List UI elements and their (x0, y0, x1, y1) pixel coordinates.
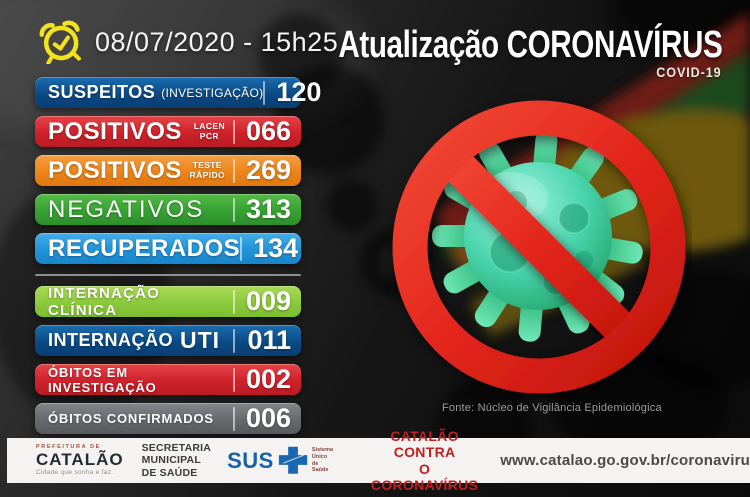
value-divider (233, 367, 235, 392)
stat-sublabel-line: RÁPIDO (189, 169, 225, 180)
alarm-clock-icon (39, 20, 81, 64)
campaign-line: O CORONAVÍRUS (370, 460, 479, 493)
stats-panel: SUSPEITOS (INVESTIGAÇÃO) 120 POSITIVOS L… (35, 77, 321, 434)
subtitle-covid19: COVID-19 (656, 64, 722, 80)
sus-tagline-line: Sistema (311, 446, 334, 453)
stat-value: 066 (245, 116, 291, 146)
footer-bar: PREFEITURA DE CATALÃO Cidade que sonha e… (7, 428, 750, 493)
stat-label: POSITIVOS (48, 156, 182, 184)
value-divider (263, 80, 266, 105)
stat-bar-obitos-investigacao: ÓBITOS EM INVESTIGAÇÃO 002 (35, 364, 301, 395)
page-title: Atualização CORONAVÍRUS (337, 24, 722, 66)
stat-bar-internacao-clinica: INTERNAÇÃO CLÍNICA 009 (35, 284, 301, 319)
stat-value: 009 (245, 286, 291, 316)
stat-label: INTERNAÇÃO (48, 330, 173, 350)
stat-sublabel-line: TESTE (192, 159, 222, 170)
stat-bar-recuperados: RECUPERADOS 134 (35, 233, 301, 264)
value-divider (233, 289, 235, 314)
sus-cross-icon (278, 446, 308, 474)
prefeitura-tagline: Cidade que sonha e faz. (36, 469, 114, 476)
website-url: www.catalao.go.gov.br/coronavirus (500, 452, 750, 469)
stat-sublabel: (INVESTIGAÇÃO) (161, 85, 264, 100)
sus-logo: SUS Sistema Único de Saúde (227, 445, 335, 476)
stat-label-uti: UTI (180, 327, 221, 353)
secretaria-block: SECRETARIA MUNICIPAL DE SAÚDE (142, 442, 211, 480)
sus-tagline-line: Único (311, 453, 328, 460)
campaign-line: CATALÃO CONTRA (390, 428, 459, 461)
stat-label: RECUPERADOS (48, 234, 241, 262)
source-note: Fonte: Núcleo de Vigilância Epidemiológi… (442, 402, 662, 414)
stat-label: ÓBITOS CONFIRMADOS (48, 411, 214, 426)
prefeitura-small-label: PREFEITURA DE (36, 443, 101, 450)
stat-bar-obitos-confirmados: ÓBITOS CONFIRMADOS 006 (35, 403, 301, 434)
stat-label: NEGATIVOS (48, 195, 205, 223)
campaign-slogan: CATALÃO CONTRA O CORONAVÍRUS (371, 428, 478, 492)
secretaria-line: DE SAÚDE (141, 466, 198, 479)
value-divider (233, 328, 235, 353)
datetime-row: 08/07/2020 - 15h25 (38, 20, 338, 64)
stat-bar-suspeitos: SUSPEITOS (INVESTIGAÇÃO) 120 (35, 77, 321, 108)
stat-label: ÓBITOS EM INVESTIGAÇÃO (48, 364, 157, 395)
stat-value: 011 (247, 325, 291, 355)
stat-value: 269 (245, 155, 291, 185)
value-divider (233, 119, 235, 144)
stat-value: 313 (245, 194, 291, 224)
stat-sublabel: TESTE RÁPIDO (189, 159, 225, 181)
stat-bar-negativos: NEGATIVOS 313 (35, 194, 301, 225)
group-divider (35, 274, 301, 276)
prefeitura-block: PREFEITURA DE CATALÃO Cidade que sonha e… (36, 443, 124, 477)
stat-bar-positivos-teste: POSITIVOS TESTE RÁPIDO 269 (35, 155, 301, 186)
stat-label: POSITIVOS (48, 117, 182, 145)
secretaria-line: SECRETARIA (141, 441, 212, 454)
stat-value: 134 (253, 233, 299, 263)
value-divider (233, 406, 235, 431)
stat-sublabel-line: LACEN (193, 120, 225, 131)
stat-label: SUSPEITOS (48, 82, 156, 102)
stat-sublabel-line: PCR (199, 130, 219, 141)
value-divider (233, 158, 235, 183)
stat-value: 120 (276, 77, 322, 107)
stat-sublabel: LACEN PCR (193, 120, 225, 142)
value-divider (240, 236, 243, 261)
stat-bar-internacao-uti: INTERNAÇÃO UTI 011 (35, 325, 301, 356)
stat-value: 006 (245, 403, 291, 433)
stat-bar-positivos-lacen: POSITIVOS LACEN PCR 066 (35, 116, 301, 147)
value-divider (233, 197, 235, 222)
sus-tagline: Sistema Único de Saúde (312, 447, 335, 475)
no-entry-icon (392, 100, 686, 394)
stat-label: INTERNAÇÃO CLÍNICA (48, 284, 160, 319)
stat-value: 002 (245, 364, 291, 394)
prefeitura-name: CATALÃO (36, 450, 124, 469)
sus-tagline-line: de Saúde (311, 460, 329, 474)
secretaria-line: MUNICIPAL (141, 454, 201, 467)
datetime-text: 08/07/2020 - 15h25 (95, 26, 339, 57)
sus-label: SUS (227, 447, 274, 473)
